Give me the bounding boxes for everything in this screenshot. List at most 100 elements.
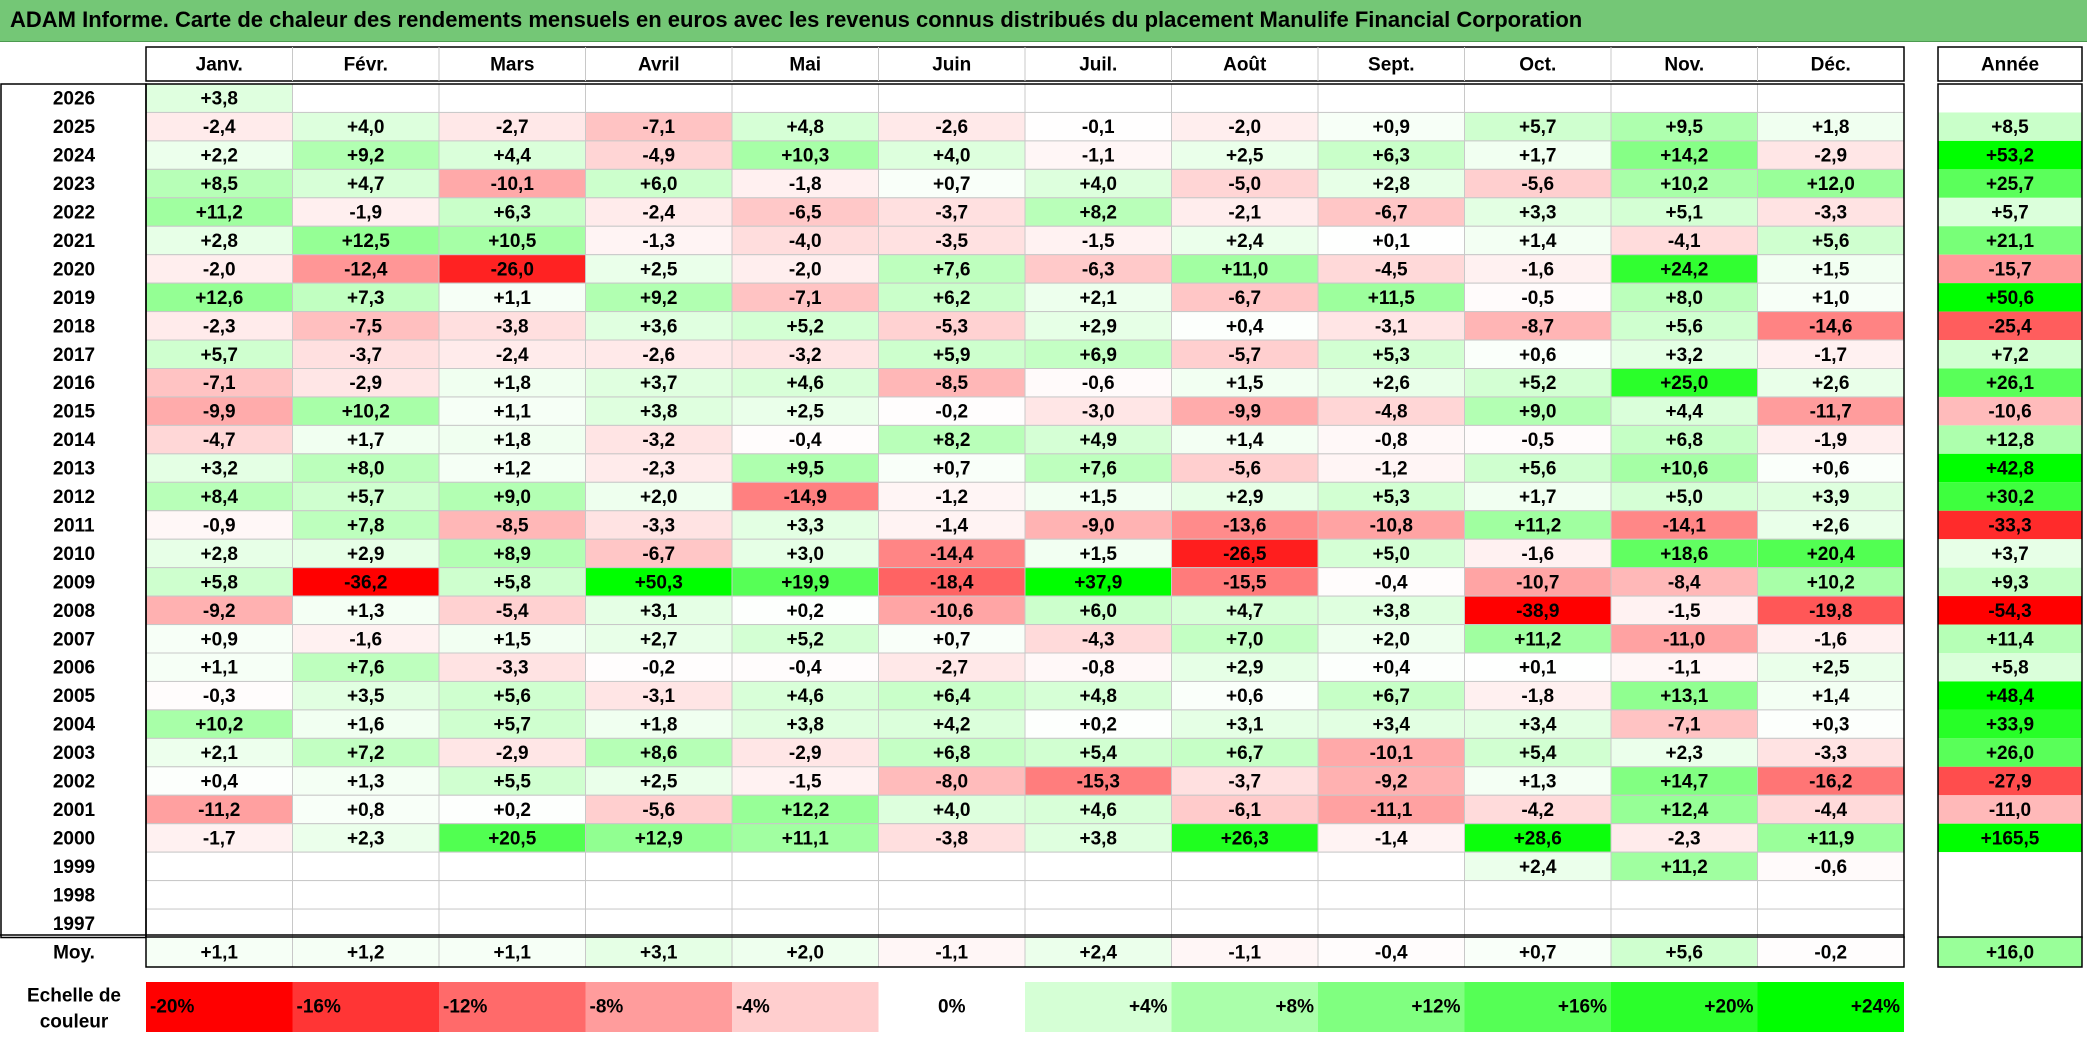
heatmap-cell [731, 794, 879, 825]
heatmap-cell [1757, 111, 1905, 142]
cell-value: -5,3 [935, 316, 968, 337]
cell-value: +2,8 [1372, 174, 1410, 195]
cell-value: +6,8 [1665, 430, 1703, 451]
heatmap-cell [1171, 823, 1319, 853]
heatmap-cell [1171, 538, 1319, 569]
cell-value: +0,1 [1519, 658, 1557, 679]
row-year-label: 1997 [53, 914, 95, 935]
cell-value: +5,6 [1519, 459, 1557, 480]
heatmap-cell [585, 680, 733, 711]
cell-value: +5,7 [347, 487, 385, 508]
cell-value: +1,5 [1226, 373, 1264, 394]
cell-value: -6,1 [1228, 800, 1261, 821]
heatmap-cell [292, 880, 440, 910]
heatmap-cell [731, 595, 879, 626]
cell-value: +11,2 [1661, 857, 1708, 878]
annual-cell [1938, 169, 2082, 198]
heatmap-cell [1317, 851, 1465, 882]
cell-value: -2,9 [789, 743, 822, 764]
cell-value: +4,0 [933, 146, 971, 167]
cell-value: -5,6 [1521, 174, 1554, 195]
heatmap-cell [1464, 225, 1612, 256]
cell-value: -1,8 [789, 174, 822, 195]
cell-value: -8,5 [935, 373, 968, 394]
chart-title: ADAM Informe. Carte de chaleur des rende… [10, 7, 1583, 32]
annual-cell [1938, 909, 2082, 938]
cell-value: -6,7 [642, 544, 675, 565]
heatmap-cell [878, 680, 1026, 711]
heatmap-cell [145, 453, 293, 483]
heatmap-cell [1024, 851, 1172, 882]
annual-cell [1938, 84, 2082, 113]
average-value: -0,2 [1814, 943, 1847, 964]
cell-value: +8,2 [933, 430, 971, 451]
cell-value: -6,5 [789, 203, 822, 224]
cell-value: +5,8 [200, 572, 238, 593]
cell-value: -2,6 [935, 117, 968, 138]
heatmap-cell [731, 168, 879, 199]
heatmap-cell [292, 424, 440, 455]
color-scale-swatch [439, 982, 586, 1032]
cell-value: +3,1 [1226, 715, 1264, 736]
cell-value: -10,1 [1370, 743, 1414, 764]
cell-value: +8,4 [200, 487, 238, 508]
heatmap-cell [145, 282, 293, 313]
annual-cell [1938, 254, 2082, 284]
heatmap-cell [731, 624, 879, 654]
cell-value: +12,2 [781, 800, 829, 821]
cell-value: -3,3 [1814, 743, 1847, 764]
row-year-label: 2013 [53, 459, 95, 480]
cell-value: -3,7 [935, 203, 968, 224]
heatmap-cell [292, 624, 440, 654]
heatmap-cell [878, 510, 1026, 540]
cell-value: +1,1 [493, 402, 531, 423]
cell-value: -1,6 [349, 629, 382, 650]
average-value: -0,4 [1375, 943, 1408, 964]
heatmap-cell [585, 140, 733, 170]
row-year-label: 1999 [53, 857, 95, 878]
heatmap-cell [292, 794, 440, 825]
heatmap-cell [438, 737, 586, 768]
heatmap-cell [1757, 908, 1905, 938]
cell-value: +3,1 [640, 601, 678, 622]
cell-value: -3,3 [1814, 203, 1847, 224]
cell-value: -3,8 [496, 316, 529, 337]
heatmap-cell [1610, 709, 1758, 739]
heatmap-cell [292, 282, 440, 313]
heatmap-cell [1464, 794, 1612, 825]
heatmap-cell [1317, 368, 1465, 398]
cell-value: -0,9 [203, 515, 236, 536]
cell-value: -1,2 [935, 487, 968, 508]
heatmap-cell [438, 197, 586, 227]
color-scale-label-value: +20% [1704, 997, 1753, 1018]
cell-value: +5,0 [1665, 487, 1703, 508]
heatmap-cell [1757, 339, 1905, 369]
heatmap-cell [145, 908, 293, 938]
color-scale-label-value: +8% [1275, 997, 1314, 1018]
cell-value: +2,6 [1812, 515, 1850, 536]
cell-value: +6,2 [933, 288, 971, 309]
cell-value: +6,4 [933, 686, 971, 707]
cell-value: +1,1 [200, 658, 238, 679]
cell-value: -12,4 [344, 259, 388, 280]
cell-value: -4,8 [1375, 402, 1408, 423]
annual-value: +42,8 [1986, 459, 2034, 480]
cell-value: +0,2 [493, 800, 531, 821]
row-year-label: 2002 [53, 772, 95, 793]
cell-value: +0,2 [786, 601, 824, 622]
heatmap-cell [731, 225, 879, 256]
heatmap-cell [1171, 851, 1319, 882]
average-cell [438, 936, 586, 968]
cell-value: +10,2 [1807, 572, 1855, 593]
cell-value: -10,6 [930, 601, 973, 622]
cell-value: +4,0 [933, 800, 971, 821]
heatmap-cell [1464, 709, 1612, 739]
row-year-label: 2018 [53, 316, 95, 337]
heatmap-cell [438, 339, 586, 369]
heatmap-cell [585, 424, 733, 455]
color-scale-swatch [1171, 982, 1318, 1032]
cell-value: +2,5 [786, 402, 824, 423]
heatmap-cell [1610, 111, 1758, 142]
annual-cell [1938, 510, 2082, 540]
row-year-label: 2004 [53, 715, 96, 736]
